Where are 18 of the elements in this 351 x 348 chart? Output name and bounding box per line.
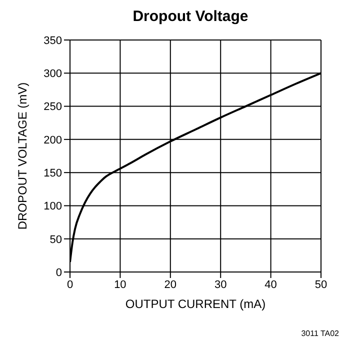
- x-tick-label: 50: [314, 278, 328, 291]
- y-tick-label: 50: [50, 234, 62, 246]
- y-tick-label: 350: [44, 34, 62, 47]
- y-tick-label: 250: [44, 101, 62, 114]
- y-tick-label: 150: [44, 167, 62, 180]
- chart-title: Dropout Voltage: [132, 8, 250, 27]
- y-tick-label: 300: [44, 68, 62, 80]
- text: 3011 TA02: [301, 329, 339, 338]
- x-axis-title: OUTPUT CURRENT (mA): [125, 297, 266, 311]
- x-tick-label: 20: [164, 278, 177, 291]
- x-tick-label: 10: [114, 278, 126, 291]
- y-tick-label: 200: [44, 134, 62, 146]
- x-tick-label: 0: [66, 278, 74, 291]
- y-axis-title: DROPOUT VOLTAGE (mV): [15, 82, 30, 230]
- y-tick-label: 100: [44, 200, 62, 213]
- x-tick-label: 30: [214, 278, 227, 291]
- y-tick-label: 0: [56, 266, 62, 279]
- x-tick-label: 40: [264, 278, 277, 291]
